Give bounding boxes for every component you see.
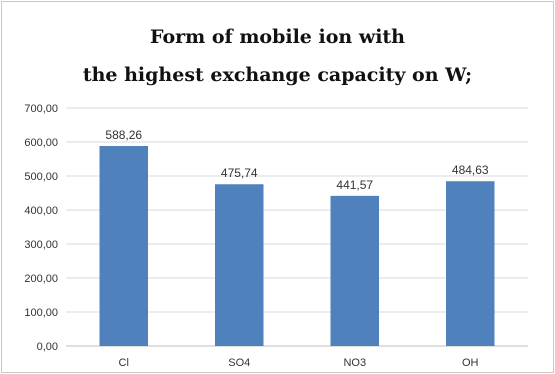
data-label: 441,57 xyxy=(336,178,373,192)
y-tick-label: 300,00 xyxy=(24,239,58,251)
y-tick-label: 0,00 xyxy=(37,341,58,353)
data-label: 475,74 xyxy=(221,166,258,180)
bar xyxy=(445,181,495,346)
y-tick-label: 100,00 xyxy=(24,307,58,319)
bar xyxy=(330,195,380,346)
chart-title: Form of mobile ion with the highest exch… xyxy=(0,18,555,94)
x-tick-label: Cl xyxy=(119,357,129,369)
x-tick-label: NO3 xyxy=(343,357,366,369)
y-tick-label: 600,00 xyxy=(24,137,58,149)
x-tick-label: OH xyxy=(462,357,479,369)
bar xyxy=(214,184,264,346)
bar xyxy=(99,145,149,346)
x-tick-label: SO4 xyxy=(228,357,250,369)
y-tick-label: 400,00 xyxy=(24,205,58,217)
y-tick-label: 500,00 xyxy=(24,171,58,183)
y-tick-label: 200,00 xyxy=(24,273,58,285)
chart-title-line-2: the highest exchange capacity on W; xyxy=(82,64,473,86)
y-tick-label: 700,00 xyxy=(24,103,58,115)
chart-title-line-1: Form of mobile ion with xyxy=(150,26,405,48)
data-label: 588,26 xyxy=(105,128,142,142)
data-label: 484,63 xyxy=(452,163,489,177)
